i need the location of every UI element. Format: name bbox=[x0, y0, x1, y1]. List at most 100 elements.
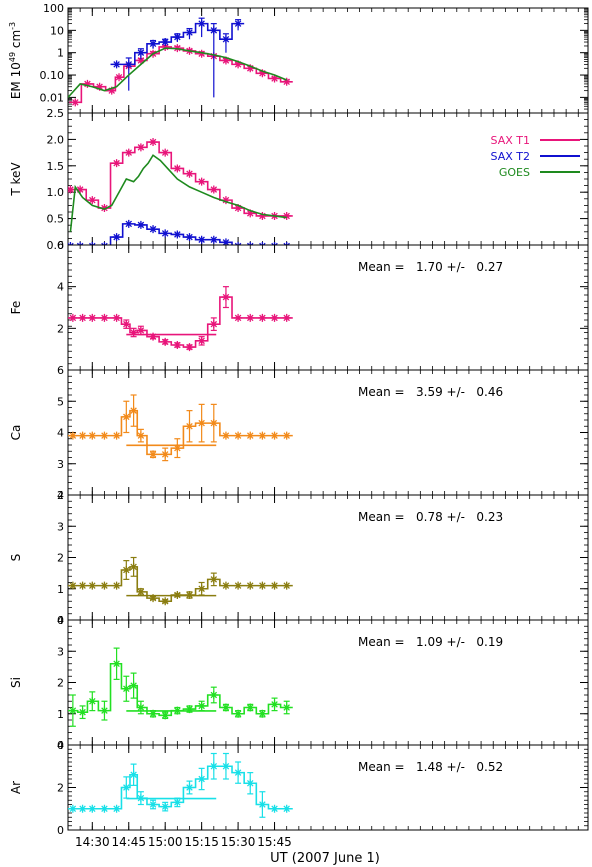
series-sax-t1 bbox=[69, 42, 293, 107]
data-point bbox=[100, 804, 109, 813]
data-point bbox=[197, 701, 206, 710]
plot-area bbox=[68, 556, 293, 606]
data-point bbox=[246, 64, 255, 73]
series-goes bbox=[69, 154, 287, 232]
data-point bbox=[282, 77, 291, 86]
data-point bbox=[161, 337, 170, 346]
data-point bbox=[282, 211, 291, 220]
data-point bbox=[129, 681, 138, 690]
data-point bbox=[282, 581, 291, 590]
y-axis-label: T keV bbox=[9, 162, 23, 197]
data-point bbox=[83, 79, 92, 88]
data-point bbox=[68, 706, 77, 715]
data-point bbox=[258, 211, 267, 220]
data-point bbox=[100, 431, 109, 440]
data-point bbox=[185, 343, 194, 352]
y-tick-label: 1.5 bbox=[47, 160, 65, 173]
data-point bbox=[88, 431, 97, 440]
data-point bbox=[234, 581, 243, 590]
y-tick-label: 3 bbox=[57, 645, 64, 658]
data-point bbox=[112, 581, 121, 590]
data-point bbox=[258, 69, 267, 78]
data-point bbox=[221, 238, 230, 245]
data-point bbox=[221, 762, 230, 771]
panel-frame bbox=[67, 494, 589, 621]
y-tick-label: 0.0 bbox=[47, 239, 65, 252]
data-point bbox=[185, 28, 194, 37]
data-point bbox=[209, 575, 218, 584]
data-point bbox=[68, 313, 77, 322]
y-tick-label: 4 bbox=[57, 281, 64, 294]
data-point bbox=[185, 705, 194, 714]
data-point bbox=[209, 419, 218, 428]
data-point bbox=[136, 143, 145, 152]
data-point bbox=[100, 204, 109, 213]
x-tick-label: 15:30 bbox=[221, 835, 256, 849]
y-tick-label: 0 bbox=[57, 614, 64, 627]
data-point bbox=[124, 148, 133, 157]
data-point bbox=[161, 450, 170, 459]
data-point bbox=[122, 566, 131, 574]
data-point bbox=[161, 148, 170, 157]
y-tick-label: 4 bbox=[57, 739, 64, 752]
data-point bbox=[258, 313, 267, 322]
plot-area bbox=[68, 394, 293, 462]
data-point bbox=[161, 229, 170, 238]
data-point bbox=[112, 804, 121, 813]
y-tick-label: 2 bbox=[57, 782, 64, 795]
step-line bbox=[68, 662, 293, 717]
data-point bbox=[161, 802, 170, 811]
mean-annotation: Mean = 0.78 +/- 0.23 bbox=[358, 510, 503, 524]
series-sax-t2 bbox=[110, 17, 245, 98]
data-point bbox=[185, 422, 194, 431]
data-point bbox=[136, 220, 145, 229]
data-point bbox=[209, 26, 218, 35]
plot-area bbox=[68, 138, 293, 245]
y-tick-label: 0.01 bbox=[40, 91, 65, 104]
data-point bbox=[129, 770, 138, 779]
data-point bbox=[173, 230, 182, 239]
data-point bbox=[136, 587, 145, 596]
data-point bbox=[270, 700, 279, 709]
data-point bbox=[161, 597, 170, 606]
data-point bbox=[136, 326, 145, 335]
data-point bbox=[149, 800, 158, 809]
panel-frame bbox=[67, 619, 589, 746]
data-point bbox=[88, 697, 97, 706]
data-point bbox=[112, 60, 121, 69]
data-point bbox=[234, 709, 243, 718]
data-point bbox=[221, 196, 230, 205]
data-point bbox=[71, 98, 80, 107]
data-point bbox=[161, 711, 170, 720]
panel-fe: 2 4 6 Fe Mean = 1.70 +/- 0.27 bbox=[9, 239, 589, 371]
data-point bbox=[209, 320, 218, 329]
data-point bbox=[185, 169, 194, 178]
data-point bbox=[100, 581, 109, 590]
mean-annotation: Mean = 1.70 +/- 0.27 bbox=[358, 260, 503, 274]
data-point bbox=[78, 313, 87, 322]
y-tick-label: 1 bbox=[57, 708, 64, 721]
data-point bbox=[197, 177, 206, 186]
legend-label: SAX T1 bbox=[491, 134, 530, 147]
data-point bbox=[282, 804, 291, 813]
data-point bbox=[78, 804, 87, 813]
data-point bbox=[122, 783, 131, 792]
y-tick-label: 6 bbox=[57, 239, 64, 252]
y-tick-label: 0 bbox=[57, 739, 64, 752]
data-point bbox=[136, 48, 145, 57]
data-point bbox=[246, 779, 255, 788]
data-point bbox=[209, 691, 218, 699]
data-point bbox=[68, 581, 77, 590]
data-point bbox=[197, 49, 206, 58]
data-point bbox=[161, 42, 170, 51]
series-goes bbox=[68, 47, 287, 98]
data-point bbox=[234, 60, 243, 69]
data-point bbox=[209, 762, 218, 771]
x-tick-label: 15:45 bbox=[257, 835, 292, 849]
data-point bbox=[197, 235, 206, 244]
data-point bbox=[136, 56, 145, 65]
data-point bbox=[234, 431, 243, 440]
y-tick-label: 0.5 bbox=[47, 213, 65, 226]
data-point bbox=[197, 419, 206, 428]
data-point bbox=[185, 233, 194, 242]
